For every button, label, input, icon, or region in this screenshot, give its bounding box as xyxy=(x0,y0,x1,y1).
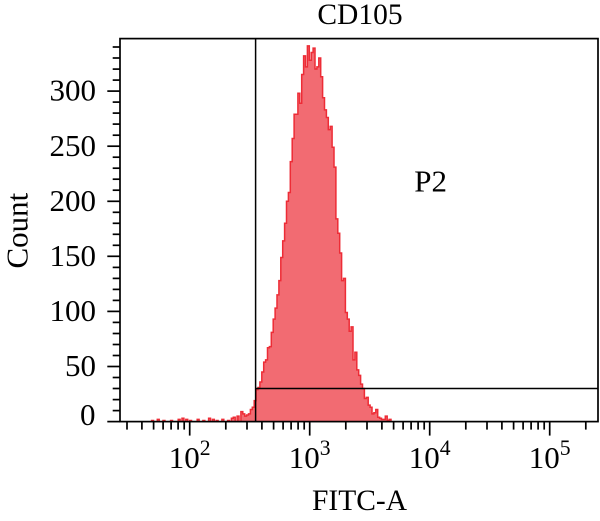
svg-text:Count: Count xyxy=(0,192,34,268)
svg-text:250: 250 xyxy=(50,128,97,163)
svg-text:100: 100 xyxy=(50,293,97,328)
svg-text:300: 300 xyxy=(50,73,97,108)
svg-text:CD105: CD105 xyxy=(317,0,402,31)
svg-text:P2: P2 xyxy=(414,164,447,199)
svg-text:150: 150 xyxy=(50,238,97,273)
svg-text:FITC-A: FITC-A xyxy=(312,485,408,517)
svg-text:50: 50 xyxy=(65,348,96,383)
svg-text:0: 0 xyxy=(80,397,96,432)
svg-text:200: 200 xyxy=(50,183,97,218)
